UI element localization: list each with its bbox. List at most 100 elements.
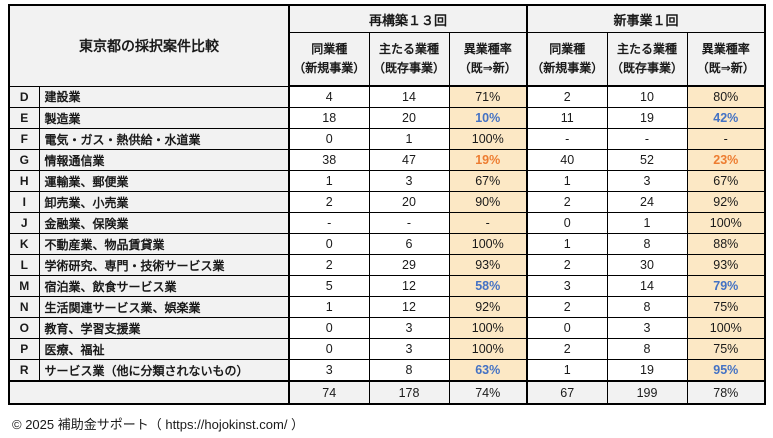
count-cell: 8 — [606, 338, 688, 360]
count-cell: 2 — [526, 254, 608, 276]
copyright-note: © 2025 補助金サポート（ https://hojokinst.com/ ） — [12, 417, 305, 432]
count-cell: 6 — [368, 233, 450, 255]
rate-cell: 67% — [448, 170, 528, 192]
comparison-table: 東京都の採択案件比較 再構築１３回 新事業１回 同業種 （新規事業） 主たる業種… — [8, 4, 767, 405]
rate-cell: 92% — [686, 191, 766, 213]
group-header-shinjigyo: 新事業１回 — [525, 4, 766, 33]
industry-name: 医療、福祉 — [38, 338, 290, 360]
count-cell: 0 — [288, 233, 370, 255]
rate-cell: 88% — [686, 233, 766, 255]
count-cell: 20 — [368, 107, 450, 129]
count-cell: 19 — [606, 359, 688, 382]
industry-name: 不動産業、物品賃貸業 — [38, 233, 290, 255]
rate-cell: 90% — [448, 191, 528, 213]
count-cell: 10 — [606, 85, 688, 108]
industry-name: 宿泊業、飲食サービス業 — [38, 275, 290, 297]
count-cell: 3 — [288, 359, 370, 382]
row-code: P — [8, 338, 40, 360]
count-cell: 18 — [288, 107, 370, 129]
col-header-line2: （新規事業） — [531, 61, 604, 75]
col-header-diff-rate-1: 異業種率 （既⇒新） — [448, 32, 528, 87]
count-cell: 1 — [288, 170, 370, 192]
count-cell: 1 — [288, 296, 370, 318]
col-header-diff-rate-2: 異業種率 （既⇒新） — [686, 32, 766, 87]
count-cell: 3 — [526, 275, 608, 297]
industry-row-J: J 金融業、保険業 - - -0 1 100% — [8, 212, 766, 234]
total-diff-rate-2: 78% — [686, 380, 766, 405]
industry-name: 金融業、保険業 — [38, 212, 290, 234]
count-cell: 1 — [606, 212, 688, 234]
col-header-line2: （既存事業） — [372, 61, 445, 75]
rate-cell: 100% — [448, 128, 528, 150]
page-title: 東京都の採択案件比較 — [8, 4, 290, 87]
industry-row-O: O 教育、学習支援業 0 3 100% 0 3 100% — [8, 317, 766, 339]
row-code: J — [8, 212, 40, 234]
industry-row-G: G 情報通信業 38 47 19% 40 52 23% — [8, 149, 766, 171]
industry-name: 情報通信業 — [38, 149, 290, 171]
count-cell: 14 — [606, 275, 688, 297]
count-cell: - — [288, 212, 370, 234]
rate-cell: 63% — [448, 359, 528, 382]
col-header-line2: （新規事業） — [293, 61, 366, 75]
totals-spacer — [8, 380, 290, 405]
count-cell: - — [606, 128, 688, 150]
count-cell: 1 — [368, 128, 450, 150]
col-header-line1: 異業種率 — [701, 41, 750, 56]
row-code: E — [8, 107, 40, 129]
count-cell: - — [526, 128, 608, 150]
total-main-industry-1: 178 — [368, 380, 450, 405]
rate-cell: 100% — [448, 338, 528, 360]
col-header-line2: （既存事業） — [610, 61, 683, 75]
industry-row-L: L 学術研究、専門・技術サービス業 2 29 93% 2 30 93% — [8, 254, 766, 276]
rate-cell: 93% — [686, 254, 766, 276]
count-cell: 40 — [526, 149, 608, 171]
industry-name: 建設業 — [38, 85, 290, 108]
count-cell: 2 — [288, 191, 370, 213]
row-code: L — [8, 254, 40, 276]
row-code: N — [8, 296, 40, 318]
total-main-industry-2: 199 — [606, 380, 688, 405]
count-cell: 5 — [288, 275, 370, 297]
industry-name: 教育、学習支援業 — [38, 317, 290, 339]
rate-cell: 80% — [686, 85, 766, 108]
row-code: R — [8, 359, 40, 382]
col-header-main-industry-2: 主たる業種 （既存事業） — [606, 32, 688, 87]
row-code: G — [8, 149, 40, 171]
industry-row-I: I 卸売業、小売業 2 20 90% 2 24 92% — [8, 191, 766, 213]
industry-row-R: R サービス業（他に分類されないもの） 3 8 63% 1 19 95% — [8, 359, 766, 382]
industry-name: 学術研究、専門・技術サービス業 — [38, 254, 290, 276]
industry-row-E: E 製造業 18 20 10% 11 19 42% — [8, 107, 766, 129]
count-cell: 8 — [606, 296, 688, 318]
row-code: K — [8, 233, 40, 255]
rate-cell: 93% — [448, 254, 528, 276]
count-cell: 3 — [368, 317, 450, 339]
count-cell: 11 — [526, 107, 608, 129]
industry-name: 卸売業、小売業 — [38, 191, 290, 213]
group-header-row: 東京都の採択案件比較 再構築１３回 新事業１回 — [8, 4, 766, 87]
rate-cell: 10% — [448, 107, 528, 129]
col-header-line1: 主たる業種 — [378, 41, 439, 56]
count-cell: 47 — [368, 149, 450, 171]
col-header-line1: 同業種 — [311, 41, 348, 56]
industry-name: 運輸業、郵便業 — [38, 170, 290, 192]
industry-row-P: P 医療、福祉 0 3 100% 2 8 75% — [8, 338, 766, 360]
count-cell: 2 — [288, 254, 370, 276]
count-cell: 2 — [526, 296, 608, 318]
rate-cell: 75% — [686, 296, 766, 318]
count-cell: 8 — [368, 359, 450, 382]
count-cell: 19 — [606, 107, 688, 129]
count-cell: 24 — [606, 191, 688, 213]
count-cell: 1 — [526, 233, 608, 255]
sub-header-row: 同業種 （新規事業） 主たる業種 （既存事業） 異業種率 （既⇒新） 同業種 （… — [9, 32, 766, 87]
count-cell: 0 — [288, 128, 370, 150]
row-code: H — [8, 170, 40, 192]
rate-cell: - — [686, 128, 766, 150]
total-diff-rate-1: 74% — [448, 380, 528, 405]
count-cell: 0 — [288, 317, 370, 339]
count-cell: 12 — [368, 275, 450, 297]
count-cell: 3 — [606, 170, 688, 192]
rate-cell: 79% — [686, 275, 766, 297]
rate-cell: 42% — [686, 107, 766, 129]
count-cell: 38 — [288, 149, 370, 171]
